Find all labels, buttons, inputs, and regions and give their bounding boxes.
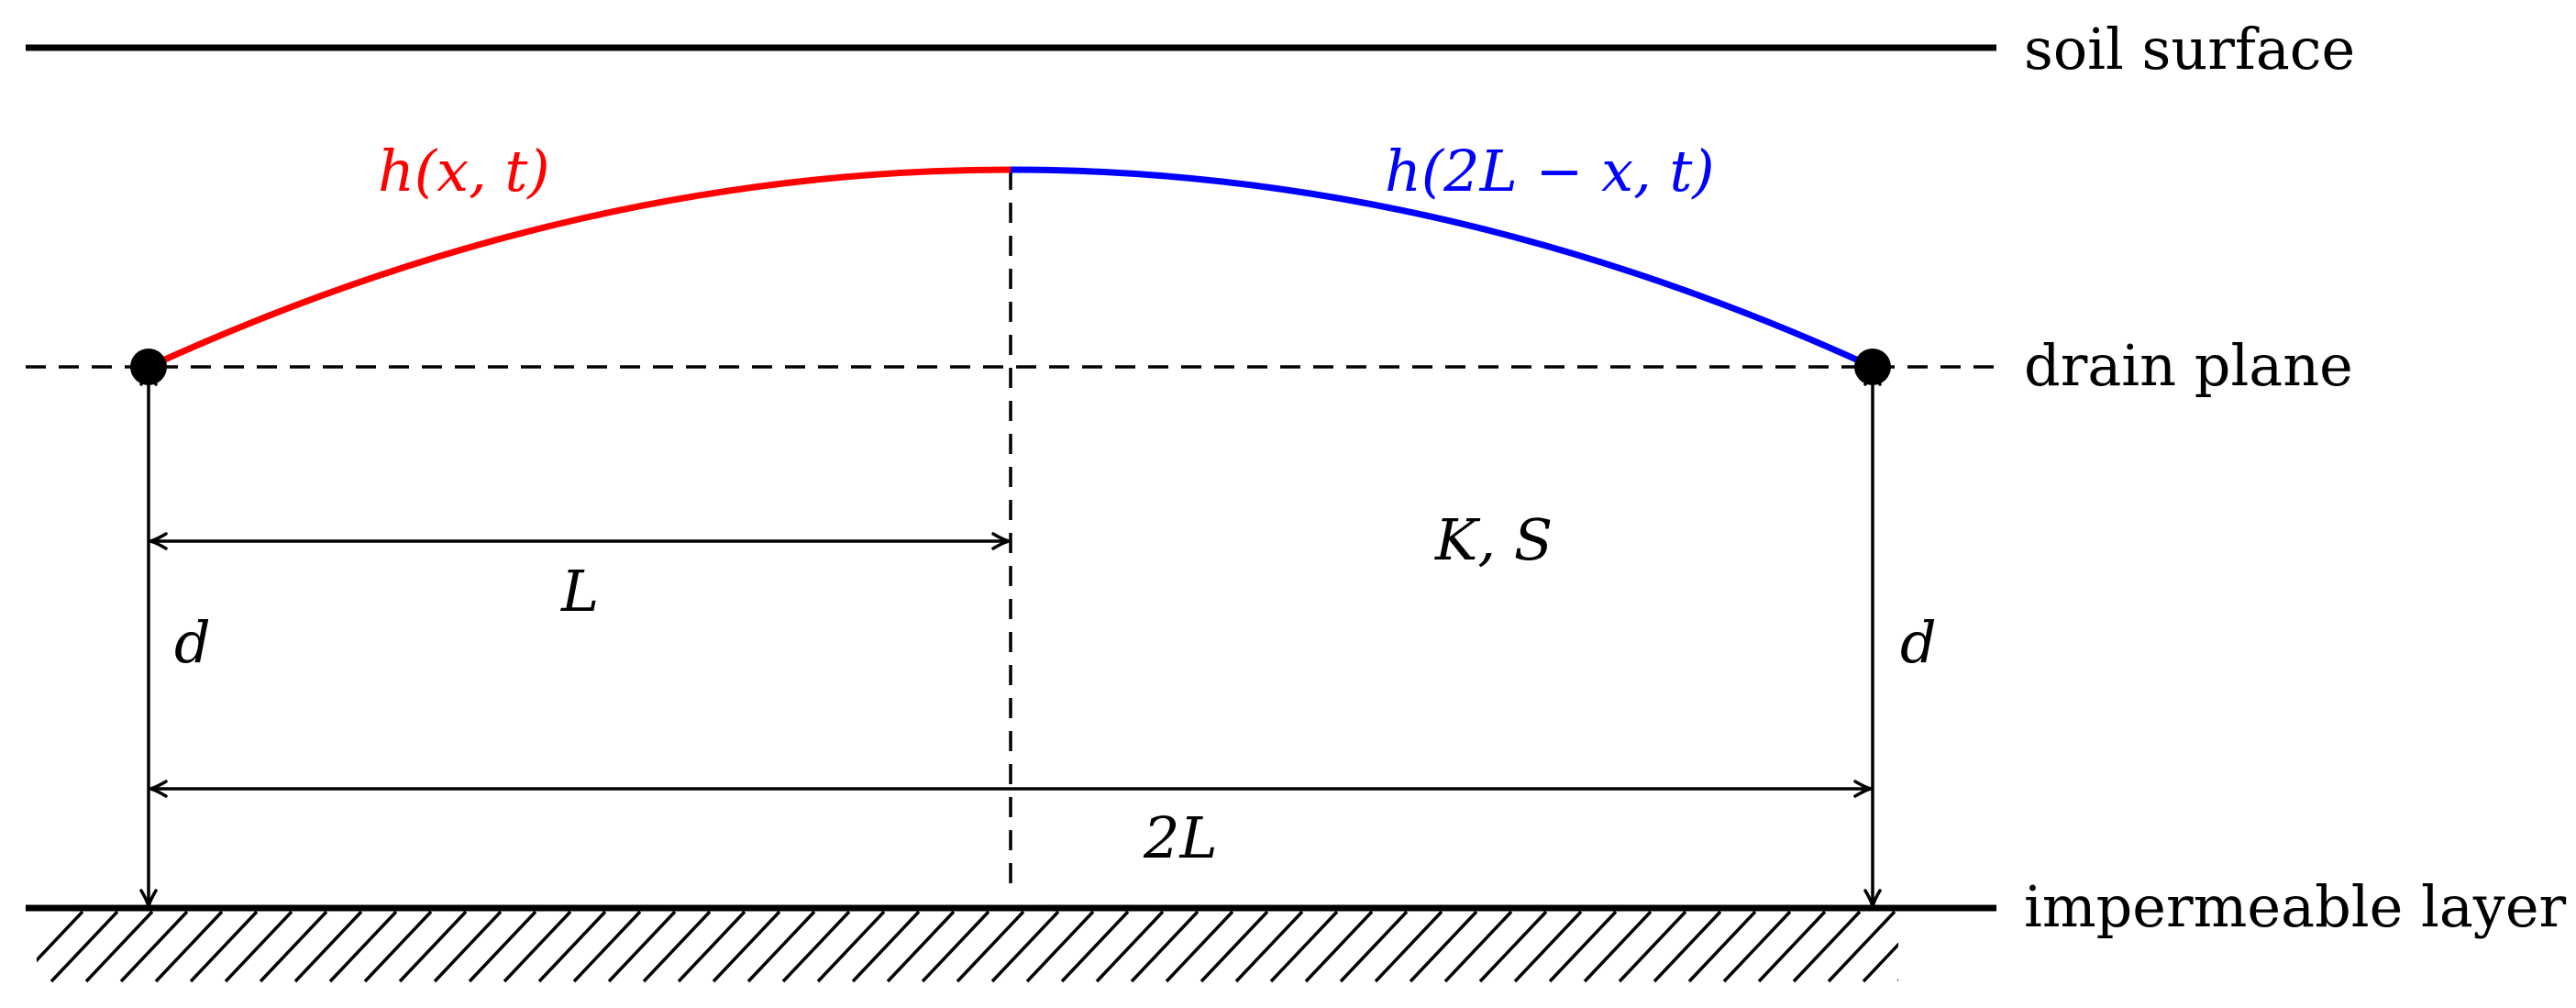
- hatch-mark: [746, 910, 816, 983]
- water-table-left-curve: [147, 166, 1012, 371]
- hatch-mark: [37, 910, 84, 963]
- hatch-mark: [1513, 910, 1583, 983]
- hatch-mark: [259, 910, 328, 983]
- hatch-mark: [1583, 910, 1653, 983]
- hatch-mark: [50, 910, 119, 983]
- impermeable-layer-label: impermeable layer: [2024, 873, 2567, 940]
- hatch-mark: [119, 910, 189, 983]
- hatch-mark: [1548, 910, 1618, 983]
- hatch-mark: [956, 910, 1025, 983]
- hatch-mark: [154, 910, 224, 983]
- hatch-mark: [224, 910, 293, 983]
- hatch-mark: [189, 910, 259, 983]
- hatch-mark: [503, 910, 572, 983]
- hatch-mark: [468, 910, 537, 983]
- drain-left-dot: [130, 349, 167, 385]
- hatch-mark: [781, 910, 851, 983]
- hatch-mark: [398, 910, 468, 983]
- hatch-mark: [886, 910, 956, 983]
- hatch-mark: [1792, 910, 1862, 983]
- h-left-label: h(x, t): [378, 138, 550, 205]
- hatch-mark: [1443, 910, 1513, 983]
- hatch-mark: [1200, 910, 1269, 983]
- hatch-mark: [1269, 910, 1339, 983]
- hatch-mark: [677, 910, 746, 983]
- hatch-mark: [1827, 910, 1896, 983]
- half-spacing-label: L: [560, 558, 599, 625]
- impermeable-hatching: [37, 910, 1898, 983]
- hatch-mark: [572, 910, 642, 983]
- hatch-mark: [816, 910, 886, 983]
- hatch-mark: [1234, 910, 1304, 983]
- hatch-mark: [1304, 910, 1374, 983]
- hatch-mark: [1722, 910, 1792, 983]
- hatch-mark: [1862, 942, 1898, 983]
- drain-plane-label: drain plane: [2024, 332, 2353, 399]
- hatch-mark: [1687, 910, 1757, 983]
- hatch-mark: [1409, 910, 1478, 983]
- water-table-right-curve: [1010, 166, 1874, 371]
- hatch-mark: [1618, 910, 1687, 983]
- hatch-mark: [363, 910, 433, 983]
- hatch-mark: [1130, 910, 1200, 983]
- hatch-mark: [1757, 910, 1827, 983]
- h-right-label: h(2L − x, t): [1385, 138, 1715, 205]
- soil-params-label: K, S: [1434, 506, 1553, 573]
- hatch-mark: [607, 910, 677, 983]
- hatch-mark: [293, 910, 363, 983]
- hatch-mark: [1339, 910, 1409, 983]
- depth-right-label: d: [1900, 609, 1937, 676]
- hatch-mark: [84, 910, 154, 983]
- hatch-mark: [642, 910, 712, 983]
- hatch-mark: [433, 910, 503, 983]
- hatch-mark: [537, 910, 607, 983]
- drain-right-dot: [1854, 349, 1891, 385]
- depth-left-label: d: [174, 609, 211, 676]
- hatch-mark: [328, 910, 398, 983]
- hatch-mark: [1374, 910, 1443, 983]
- hatch-mark: [1478, 910, 1548, 983]
- hatch-mark: [921, 910, 990, 983]
- soil-surface-label: soil surface: [2024, 16, 2355, 83]
- hatch-mark: [1653, 910, 1722, 983]
- hatch-mark: [1896, 979, 1898, 981]
- full-spacing-label: 2L: [1143, 804, 1218, 871]
- hatch-mark: [990, 910, 1060, 983]
- hatch-mark: [1165, 910, 1234, 983]
- hatch-mark: [1025, 910, 1095, 983]
- hatch-mark: [1095, 910, 1165, 983]
- hatch-mark: [851, 910, 921, 983]
- hatch-mark: [1060, 910, 1130, 983]
- hatch-mark: [712, 910, 781, 983]
